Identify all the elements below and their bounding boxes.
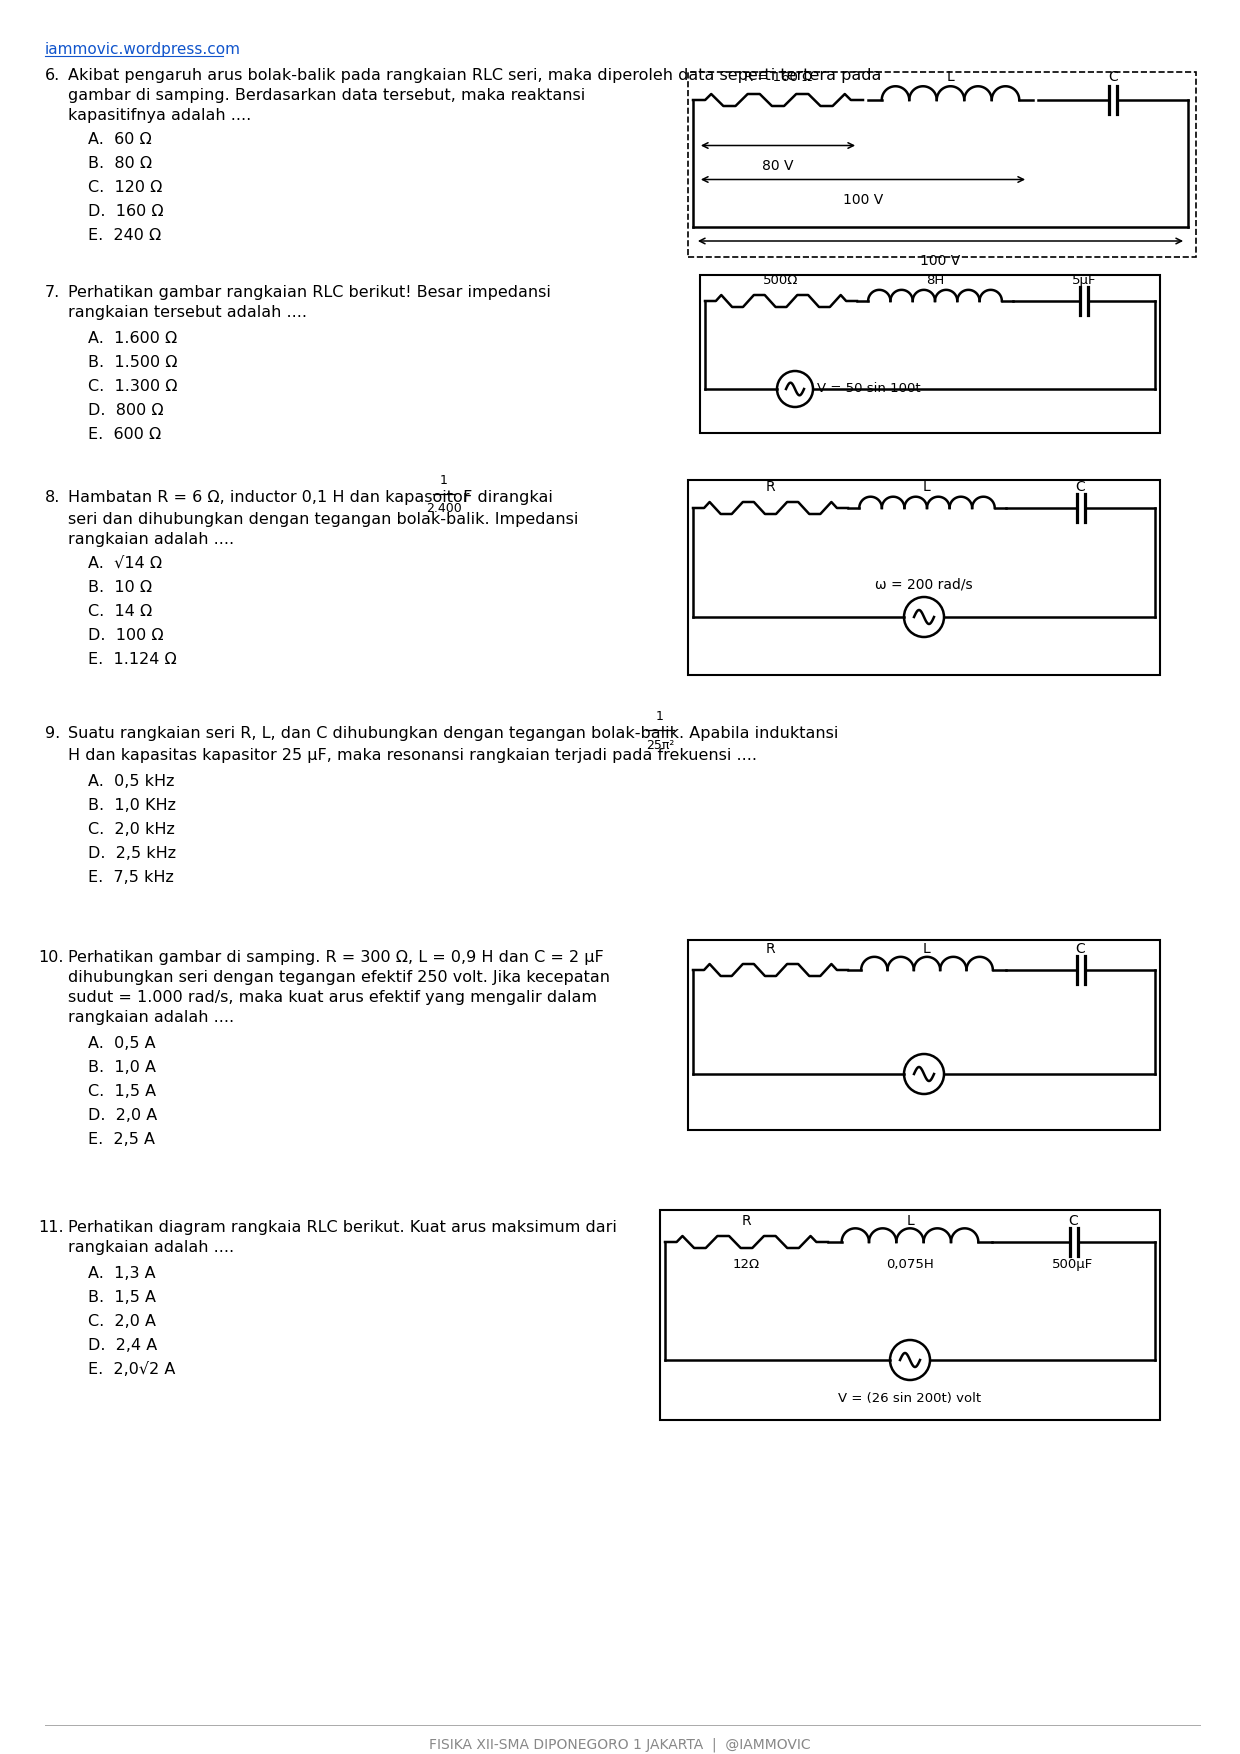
Text: 10.: 10. [38,951,63,965]
Text: 25π²: 25π² [646,738,675,752]
Text: C: C [1075,481,1085,495]
Text: B.  1,0 A: B. 1,0 A [88,1059,156,1075]
Text: rangkaian adalah ....: rangkaian adalah .... [68,531,234,547]
Text: C: C [1075,942,1085,956]
Text: 500μF: 500μF [1053,1258,1094,1272]
Text: B.  1.500 Ω: B. 1.500 Ω [88,354,177,370]
Text: R: R [742,1214,750,1228]
Text: C.  2,0 kHz: C. 2,0 kHz [88,823,175,837]
Text: 500Ω: 500Ω [764,274,799,288]
Text: A.  1.600 Ω: A. 1.600 Ω [88,332,177,346]
Text: 2.400: 2.400 [427,502,461,516]
Text: 7.: 7. [45,284,61,300]
Text: V = (26 sin 200t) volt: V = (26 sin 200t) volt [838,1393,982,1405]
Text: A.  0,5 kHz: A. 0,5 kHz [88,774,175,789]
Text: rangkaian adalah ....: rangkaian adalah .... [68,1010,234,1024]
Text: D.  800 Ω: D. 800 Ω [88,403,164,417]
Text: F dirangkai: F dirangkai [458,489,553,505]
Text: C.  1,5 A: C. 1,5 A [88,1084,156,1100]
Text: Perhatikan gambar di samping. R = 300 Ω, L = 0,9 H dan C = 2 μF: Perhatikan gambar di samping. R = 300 Ω,… [68,951,604,965]
Text: iammovic.wordpress.com: iammovic.wordpress.com [45,42,241,56]
Text: E.  2,5 A: E. 2,5 A [88,1131,155,1147]
Text: D.  2,0 A: D. 2,0 A [88,1109,157,1123]
Text: 1: 1 [656,710,663,723]
Bar [688,72,1197,258]
Text: 80 V: 80 V [763,158,794,172]
Text: D.  2,5 kHz: D. 2,5 kHz [88,845,176,861]
Text: C.  1.300 Ω: C. 1.300 Ω [88,379,177,395]
Text: sudut = 1.000 rad/s, maka kuat arus efektif yang mengalir dalam: sudut = 1.000 rad/s, maka kuat arus efek… [68,989,596,1005]
Text: E.  1.124 Ω: E. 1.124 Ω [88,652,177,667]
Bar [660,1210,1159,1421]
Text: 100 V: 100 V [920,254,961,268]
Text: 0,075H: 0,075H [887,1258,934,1272]
Text: E.  2,0√2 A: E. 2,0√2 A [88,1363,175,1377]
Text: B.  1,0 KHz: B. 1,0 KHz [88,798,176,814]
Text: rangkaian adalah ....: rangkaian adalah .... [68,1240,234,1256]
Text: L: L [946,70,954,84]
Text: C: C [1068,1214,1078,1228]
Text: gambar di samping. Berdasarkan data tersebut, maka reaktansi: gambar di samping. Berdasarkan data ters… [68,88,585,103]
Text: B.  1,5 A: B. 1,5 A [88,1289,156,1305]
Text: 1: 1 [440,474,448,488]
Text: R = 160 Ω: R = 160 Ω [744,70,812,84]
Text: L: L [923,942,931,956]
Text: rangkaian tersebut adalah ....: rangkaian tersebut adalah .... [68,305,308,319]
Text: Hambatan R = 6 Ω, inductor 0,1 H dan kapasoitor: Hambatan R = 6 Ω, inductor 0,1 H dan kap… [68,489,475,505]
Text: V = 50 sin 100t: V = 50 sin 100t [817,382,920,395]
Text: R: R [765,942,775,956]
Text: Akibat pengaruh arus bolak-balik pada rangkaian RLC seri, maka diperoleh data se: Akibat pengaruh arus bolak-balik pada ra… [68,68,882,82]
Text: R: R [765,481,775,495]
Text: B.  10 Ω: B. 10 Ω [88,581,153,595]
Text: E.  600 Ω: E. 600 Ω [88,426,161,442]
Bar [688,481,1159,675]
Text: 6.: 6. [45,68,61,82]
Text: Perhatikan diagram rangkaia RLC berikut. Kuat arus maksimum dari: Perhatikan diagram rangkaia RLC berikut.… [68,1221,616,1235]
Text: dihubungkan seri dengan tegangan efektif 250 volt. Jika kecepatan: dihubungkan seri dengan tegangan efektif… [68,970,610,986]
Text: A.  0,5 A: A. 0,5 A [88,1037,156,1051]
Text: kapasitifnya adalah ....: kapasitifnya adalah .... [68,109,252,123]
Bar [688,940,1159,1130]
Text: A.  1,3 A: A. 1,3 A [88,1266,156,1280]
Text: ω = 200 rad/s: ω = 200 rad/s [875,577,973,591]
Text: Suatu rangkaian seri R, L, dan C dihubungkan dengan tegangan bolak-balik. Apabil: Suatu rangkaian seri R, L, dan C dihubun… [68,726,843,740]
Text: C.  14 Ω: C. 14 Ω [88,603,153,619]
Text: 12Ω: 12Ω [733,1258,760,1272]
Text: 100 V: 100 V [843,193,883,207]
Text: 8.: 8. [45,489,61,505]
Text: 8H: 8H [926,274,944,288]
Text: D.  160 Ω: D. 160 Ω [88,203,164,219]
Text: 11.: 11. [38,1221,63,1235]
Text: C: C [1109,70,1118,84]
Text: D.  2,4 A: D. 2,4 A [88,1338,157,1352]
Text: E.  240 Ω: E. 240 Ω [88,228,161,244]
Text: E.  7,5 kHz: E. 7,5 kHz [88,870,174,886]
Text: C.  2,0 A: C. 2,0 A [88,1314,156,1330]
Text: L: L [923,481,931,495]
Text: Perhatikan gambar rangkaian RLC berikut! Besar impedansi: Perhatikan gambar rangkaian RLC berikut!… [68,284,551,300]
Text: H dan kapasitas kapasitor 25 μF, maka resonansi rangkaian terjadi pada frekuensi: H dan kapasitas kapasitor 25 μF, maka re… [68,747,756,763]
Text: 5μF: 5μF [1071,274,1096,288]
Text: B.  80 Ω: B. 80 Ω [88,156,153,170]
Text: A.  √14 Ω: A. √14 Ω [88,556,162,572]
Bar [701,275,1159,433]
Text: A.  60 Ω: A. 60 Ω [88,132,151,147]
Text: FISIKA XII-SMA DIPONEGORO 1 JAKARTA  |  @IAMMOVIC: FISIKA XII-SMA DIPONEGORO 1 JAKARTA | @I… [429,1738,811,1752]
Text: C.  120 Ω: C. 120 Ω [88,181,162,195]
Text: seri dan dihubungkan dengan tegangan bolak-balik. Impedansi: seri dan dihubungkan dengan tegangan bol… [68,512,578,526]
Text: L: L [906,1214,914,1228]
Text: 9.: 9. [45,726,61,740]
Text: D.  100 Ω: D. 100 Ω [88,628,164,644]
